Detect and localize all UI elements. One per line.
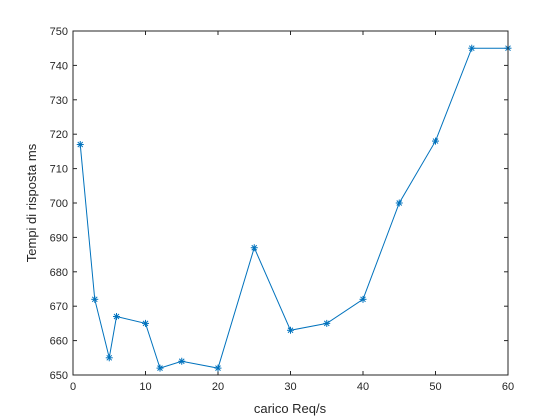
data-point-marker — [214, 364, 222, 372]
data-point-marker — [156, 364, 164, 372]
marker-stroke — [142, 320, 149, 327]
y-tick-label: 660 — [50, 336, 68, 348]
data-point-marker — [323, 319, 331, 327]
series-line — [79, 47, 508, 369]
y-tick-label: 680 — [50, 267, 68, 279]
y-tick-label: 700 — [50, 198, 68, 210]
marker-stroke — [251, 244, 258, 251]
y-tick-label: 670 — [50, 301, 68, 313]
x-tick-label: 50 — [429, 381, 441, 393]
marker-stroke — [323, 320, 330, 327]
x-tick-label: 60 — [502, 381, 514, 393]
marker-stroke — [77, 141, 84, 148]
marker-stroke — [396, 200, 403, 206]
marker-stroke — [157, 365, 163, 371]
marker-stroke — [432, 138, 439, 144]
plot-area — [73, 31, 508, 375]
x-tick-label: 0 — [70, 381, 76, 393]
marker-stroke — [106, 354, 113, 361]
marker-stroke — [360, 296, 366, 303]
marker-stroke — [113, 313, 120, 320]
data-point-marker — [113, 313, 120, 321]
series-layer — [76, 44, 512, 372]
x-tick-label: 20 — [212, 381, 224, 393]
data-point-marker — [359, 295, 367, 303]
y-tick-label: 650 — [50, 370, 68, 382]
marker-stroke — [287, 327, 294, 334]
y-tick-label: 690 — [50, 232, 68, 244]
y-axis-label: Tempi di risposta ms — [24, 143, 39, 262]
marker-stroke — [215, 365, 221, 371]
data-point-marker — [287, 326, 294, 334]
x-tick-label: 10 — [139, 381, 151, 393]
x-tick-label: 30 — [284, 381, 296, 393]
data-point-marker — [76, 141, 84, 149]
y-tick-label: 740 — [50, 60, 68, 72]
y-tick-label: 730 — [50, 95, 68, 107]
plot-box — [72, 30, 509, 376]
x-axis-label: carico Req/s — [254, 401, 327, 416]
axis-ticks: 0 10 20 30 40 50 60 650 660 670 680 690 700 710 720 730… — [50, 26, 514, 393]
marker-stroke — [178, 358, 185, 365]
y-tick-label: 750 — [50, 26, 68, 38]
data-point-marker — [395, 199, 403, 207]
y-tick-label: 720 — [50, 129, 68, 141]
data-point-marker — [142, 319, 149, 327]
marker-stroke — [91, 296, 98, 303]
data-point-marker — [250, 244, 258, 252]
x-tick-label: 40 — [357, 381, 369, 393]
data-point-marker — [178, 357, 186, 365]
data-point-marker — [468, 44, 476, 52]
data-point-marker — [432, 137, 439, 145]
y-tick-label: 710 — [50, 164, 68, 176]
data-point-marker — [105, 354, 113, 362]
data-point-marker — [91, 295, 99, 303]
marker-stroke — [468, 45, 475, 52]
